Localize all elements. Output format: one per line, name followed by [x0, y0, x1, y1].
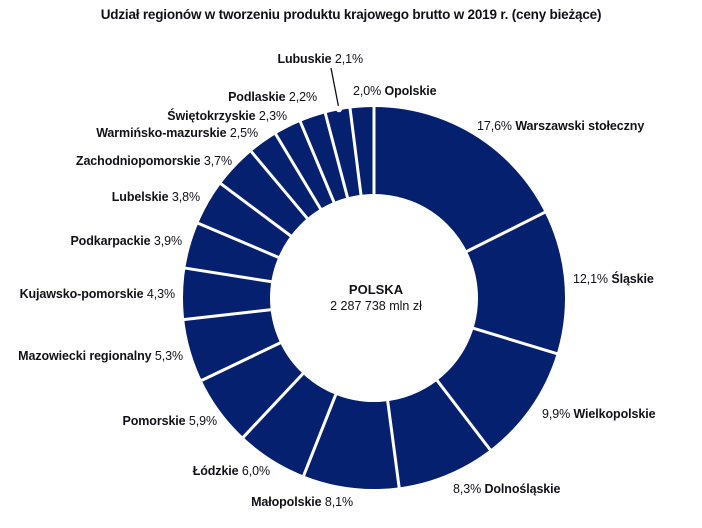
slice-divider [248, 149, 310, 221]
leader-dot [335, 105, 343, 113]
slice-divider [298, 119, 337, 205]
slice-divider [218, 181, 294, 239]
slice-divider [199, 340, 283, 383]
slice-divider [195, 221, 281, 260]
slice-divider [464, 210, 548, 254]
slice-divider [323, 110, 350, 200]
slice-divider [240, 371, 306, 440]
slice-divider [182, 308, 273, 322]
chart-title: Udział regionów w tworzeniu produktu kra… [100, 7, 602, 22]
slice-divider [301, 392, 338, 478]
leader-line [330, 67, 340, 110]
center-label-country: POLSKA [348, 282, 404, 297]
center-label-total-value: 2 287 738 mln zł [330, 299, 422, 313]
slice-divider [471, 326, 560, 356]
slice-divider [385, 398, 401, 490]
slice-divider [183, 266, 274, 284]
slice-divider [434, 378, 493, 453]
donut-center-label: POLSKA 2 287 738 mln zł [330, 281, 422, 315]
slice-divider [348, 106, 363, 197]
slice-divider [273, 131, 323, 212]
